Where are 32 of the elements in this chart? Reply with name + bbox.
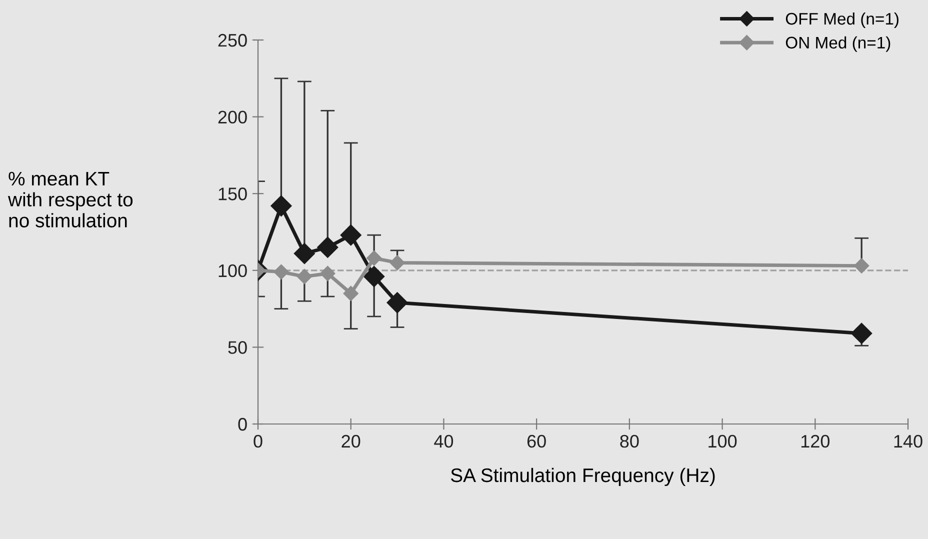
x-tick-label: 60 xyxy=(527,434,546,448)
y-tick-label: 250 xyxy=(218,34,247,47)
point xyxy=(340,224,362,246)
x-tick-label: 20 xyxy=(342,434,360,448)
x-tick-label: 0 xyxy=(254,434,262,448)
x-tick-label: 140 xyxy=(894,434,922,448)
point xyxy=(854,258,870,274)
x-axis-title: SA Stimulation Frequency (Hz) xyxy=(450,468,715,486)
point xyxy=(294,242,315,264)
x-tick-label: 120 xyxy=(801,434,830,448)
point xyxy=(296,268,312,284)
point xyxy=(274,264,289,280)
point xyxy=(386,292,408,314)
y-axis-title: % mean KT with respect to no stimulation xyxy=(8,172,133,228)
legend-label: ON Med (n=1) xyxy=(786,36,890,52)
point xyxy=(270,195,292,216)
point xyxy=(851,322,872,344)
point xyxy=(317,236,338,258)
point xyxy=(343,286,358,302)
y-tick-label: 200 xyxy=(218,110,247,124)
legend-label: OFF Med (n=1) xyxy=(786,12,898,28)
x-tick-label: 40 xyxy=(434,434,454,448)
y-tick-label: 0 xyxy=(238,418,247,431)
point xyxy=(320,266,336,282)
x-tick-label: 80 xyxy=(620,434,639,448)
y-tick-label: 50 xyxy=(228,341,247,354)
y-tick-label: 100 xyxy=(218,264,247,278)
point xyxy=(364,266,385,288)
point xyxy=(390,255,405,270)
y-tick-label: 150 xyxy=(218,188,247,200)
x-tick-label: 100 xyxy=(708,434,737,448)
point xyxy=(366,250,382,266)
